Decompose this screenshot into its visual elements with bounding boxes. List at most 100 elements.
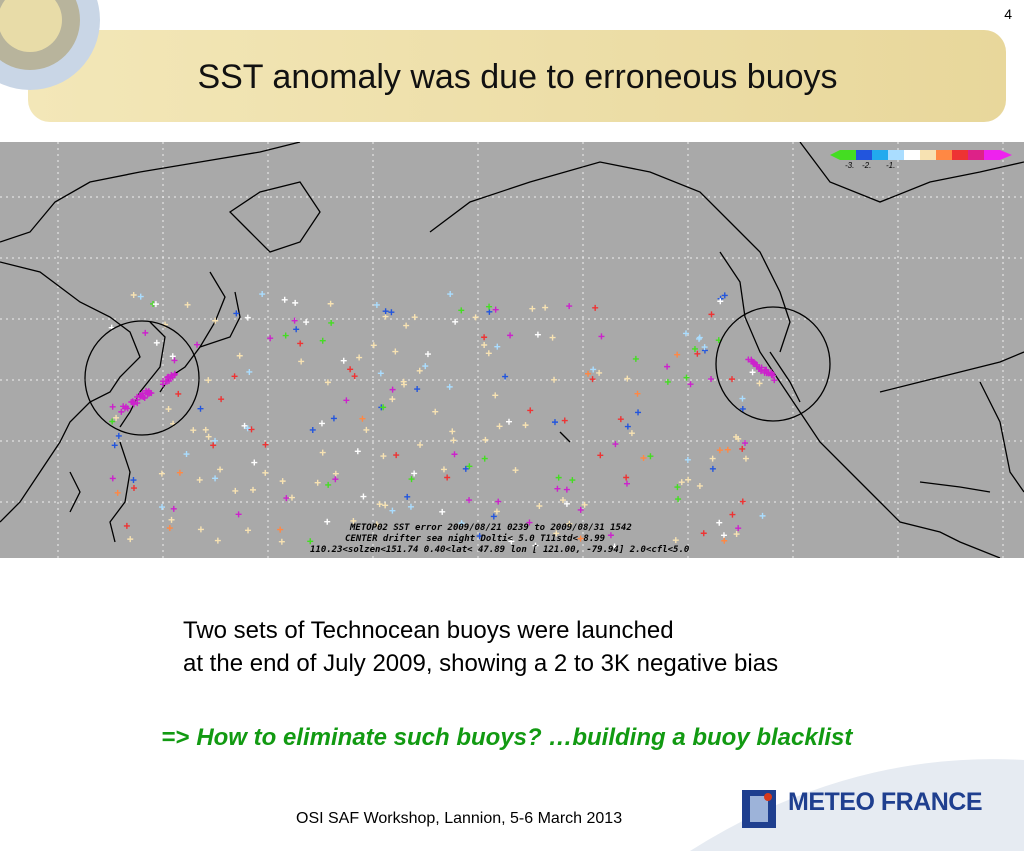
buoy-marker <box>451 451 458 458</box>
buoy-marker <box>507 332 514 339</box>
buoy-marker <box>733 531 740 538</box>
buoy-marker <box>277 526 284 533</box>
buoy-marker <box>581 501 588 508</box>
buoy-marker <box>382 308 389 315</box>
buoy-marker <box>114 489 121 496</box>
buoy-marker <box>360 493 367 500</box>
map-background <box>0 142 1024 558</box>
buoy-marker <box>563 486 570 493</box>
buoy-marker <box>674 484 681 491</box>
buoy-marker <box>597 452 604 459</box>
buoy-marker <box>318 420 325 427</box>
buoy-marker <box>748 356 755 363</box>
buoy-marker <box>709 455 716 462</box>
buoy-marker <box>196 476 203 483</box>
buoy-marker <box>708 311 715 318</box>
buoy-marker <box>551 376 558 383</box>
buoy-marker <box>232 487 239 494</box>
buoy-marker <box>350 517 357 524</box>
buoy-marker <box>476 533 483 540</box>
buoy-marker <box>279 478 286 485</box>
buoy-marker <box>672 537 679 544</box>
buoy-marker <box>424 351 431 358</box>
buoy-marker <box>291 317 298 324</box>
body-line: at the end of July 2009, showing a 2 to … <box>183 650 779 677</box>
buoy-marker <box>446 383 453 390</box>
buoy-marker <box>754 361 761 368</box>
buoy-marker <box>343 397 350 404</box>
buoy-marker <box>750 360 757 367</box>
buoy-marker <box>392 348 399 355</box>
buoy-marker <box>592 304 599 311</box>
buoy-marker <box>314 479 321 486</box>
buoy-marker <box>212 437 219 444</box>
page-number: 4 <box>1004 6 1012 22</box>
buoy-marker <box>771 377 778 384</box>
slide-title: SST anomaly was due to erroneous buoys <box>197 58 838 96</box>
body-text: Two sets of Technocean buoys were launch… <box>183 614 778 680</box>
buoy-marker <box>168 372 175 379</box>
buoy-marker <box>684 456 691 463</box>
body-line: Two sets of Technocean buoys were launch… <box>183 617 674 644</box>
buoy-marker <box>577 535 584 542</box>
buoy-marker <box>717 298 724 305</box>
buoy-marker <box>393 452 400 459</box>
buoy-marker <box>422 363 429 370</box>
buoy-marker <box>248 426 255 433</box>
buoy-marker <box>508 538 515 545</box>
buoy-marker <box>664 378 671 385</box>
buoy-marker <box>109 403 116 410</box>
scale-label: -1. <box>886 161 895 170</box>
buoy-marker <box>122 403 129 410</box>
buoy-marker <box>389 507 396 514</box>
buoy-marker <box>324 379 331 386</box>
buoy-marker <box>194 341 201 348</box>
buoy-marker <box>377 370 384 377</box>
buoy-marker <box>598 333 605 340</box>
buoy-observations <box>108 291 778 550</box>
buoy-marker <box>635 409 642 416</box>
buoy-marker <box>327 300 334 307</box>
buoy-marker <box>403 322 410 329</box>
buoy-marker <box>324 518 331 525</box>
buoy-marker <box>319 449 326 456</box>
buoy-marker <box>373 301 380 308</box>
buoy-marker <box>440 466 447 473</box>
map-caption: 110.23<solzen<151.74 0.40<lat< 47.89 lon… <box>310 545 690 555</box>
buoy-marker <box>444 474 451 481</box>
buoy-marker <box>496 423 503 430</box>
scale-label: -3. <box>845 161 854 170</box>
buoy-marker <box>169 353 176 360</box>
buoy-marker <box>529 305 536 312</box>
buoy-marker <box>373 521 380 528</box>
buoy-marker <box>452 318 459 325</box>
buoy-marker <box>244 314 251 321</box>
buoy-marker <box>328 319 335 326</box>
buoy-marker <box>590 366 597 373</box>
coastlines <box>0 142 1024 558</box>
buoy-marker <box>205 433 212 440</box>
buoy-marker <box>130 477 137 484</box>
buoy-marker <box>481 334 488 341</box>
buoy-marker <box>359 415 366 422</box>
buoy-marker <box>140 394 147 401</box>
buoy-marker <box>472 314 479 321</box>
buoy-marker <box>212 317 219 324</box>
buoy-marker <box>380 404 387 411</box>
buoy-marker <box>664 363 671 370</box>
map-caption: CENTER drifter sea night Dolti< 5.0 T11s… <box>345 533 605 544</box>
buoy-marker <box>347 366 354 373</box>
buoy-marker <box>553 530 560 537</box>
buoy-marker <box>534 331 541 338</box>
buoy-marker <box>490 513 497 520</box>
title-banner <box>28 30 1006 122</box>
buoy-marker <box>332 476 339 483</box>
buoy-marker <box>696 335 703 342</box>
buoy-marker <box>144 391 151 398</box>
buoy-marker <box>708 376 715 383</box>
buoy-marker <box>612 441 619 448</box>
buoy-marker <box>416 367 423 374</box>
buoy-marker <box>721 537 728 544</box>
buoy-marker <box>408 476 415 483</box>
buoy-marker <box>210 442 217 449</box>
